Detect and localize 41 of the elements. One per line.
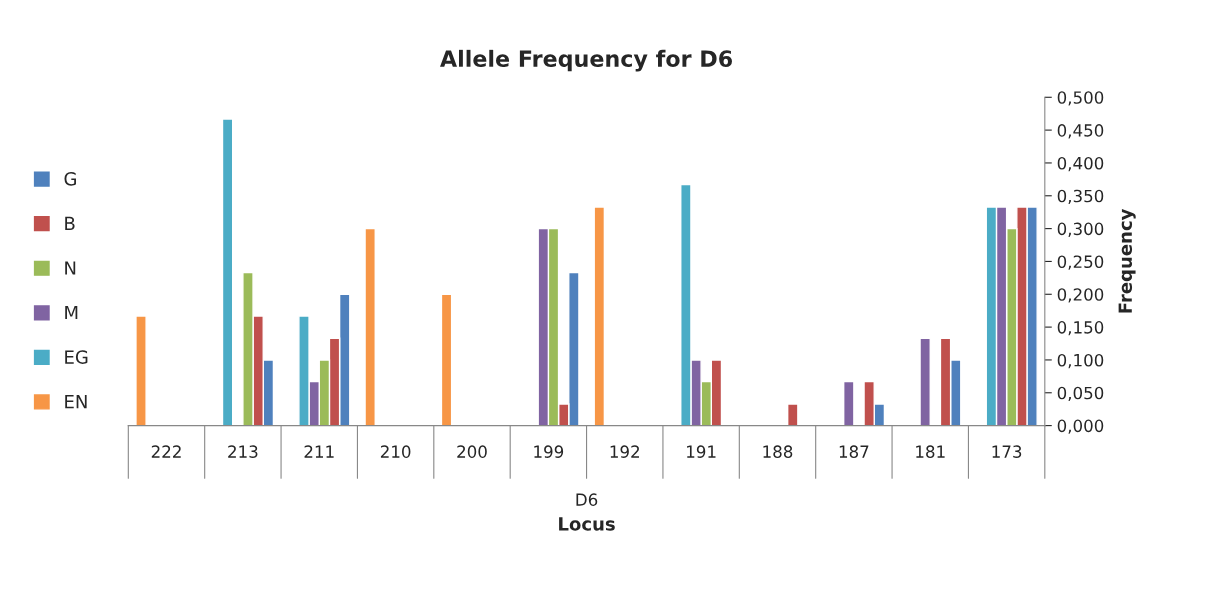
bar — [593, 206, 606, 426]
x-tick-label: 200 — [457, 445, 487, 458]
y-tick-label: 0,500 — [1057, 91, 1104, 106]
y-tick-label: 0,350 — [1057, 189, 1104, 205]
y-tick-label: 0,000 — [1057, 419, 1104, 434]
bar — [135, 315, 147, 426]
legend-label: B — [65, 216, 75, 230]
bar — [919, 337, 931, 426]
y-tick-label: 0,250 — [1057, 255, 1104, 270]
x-tick-label: 188 — [763, 445, 793, 458]
legend-label: G — [64, 172, 76, 186]
legend-label: N — [65, 261, 76, 275]
text: D6 — [576, 493, 598, 506]
x-tick-label: 192 — [610, 445, 639, 458]
x-tick-label: 213 — [228, 445, 258, 458]
y-tick-label: 0,150 — [1057, 321, 1104, 336]
x-tick-label: 199 — [534, 445, 564, 458]
y-tick-label: 0,200 — [1057, 288, 1104, 303]
x-tick-label: 191 — [687, 445, 716, 458]
y-axis-title: Frequency — [1118, 208, 1136, 313]
y-tick-label: 0,300 — [1057, 222, 1104, 237]
y-tick-label: 0,050 — [1057, 386, 1104, 402]
x-tick-label: 173 — [992, 445, 1022, 458]
chart-title: Allele Frequency for D6 — [440, 49, 732, 72]
x-tick-label: 181 — [916, 445, 945, 458]
x-tick-label: 222 — [151, 445, 181, 458]
bar — [364, 227, 376, 426]
bar — [786, 403, 799, 426]
bar — [842, 380, 855, 426]
x-tick-label: 210 — [380, 445, 411, 458]
x-axis-title: Locus — [559, 517, 615, 531]
x-tick-label: 211 — [304, 445, 334, 458]
bar — [440, 293, 453, 426]
legend-label: M — [65, 305, 78, 320]
y-tick-label: 0,450 — [1057, 124, 1104, 139]
legend-label: EG — [65, 350, 88, 364]
legend-label: EN — [65, 395, 87, 409]
x-tick-label: 187 — [839, 445, 869, 458]
y-tick-label: 0,100 — [1057, 353, 1104, 369]
bar — [221, 118, 234, 426]
y-tick-label: 0,400 — [1057, 156, 1104, 172]
